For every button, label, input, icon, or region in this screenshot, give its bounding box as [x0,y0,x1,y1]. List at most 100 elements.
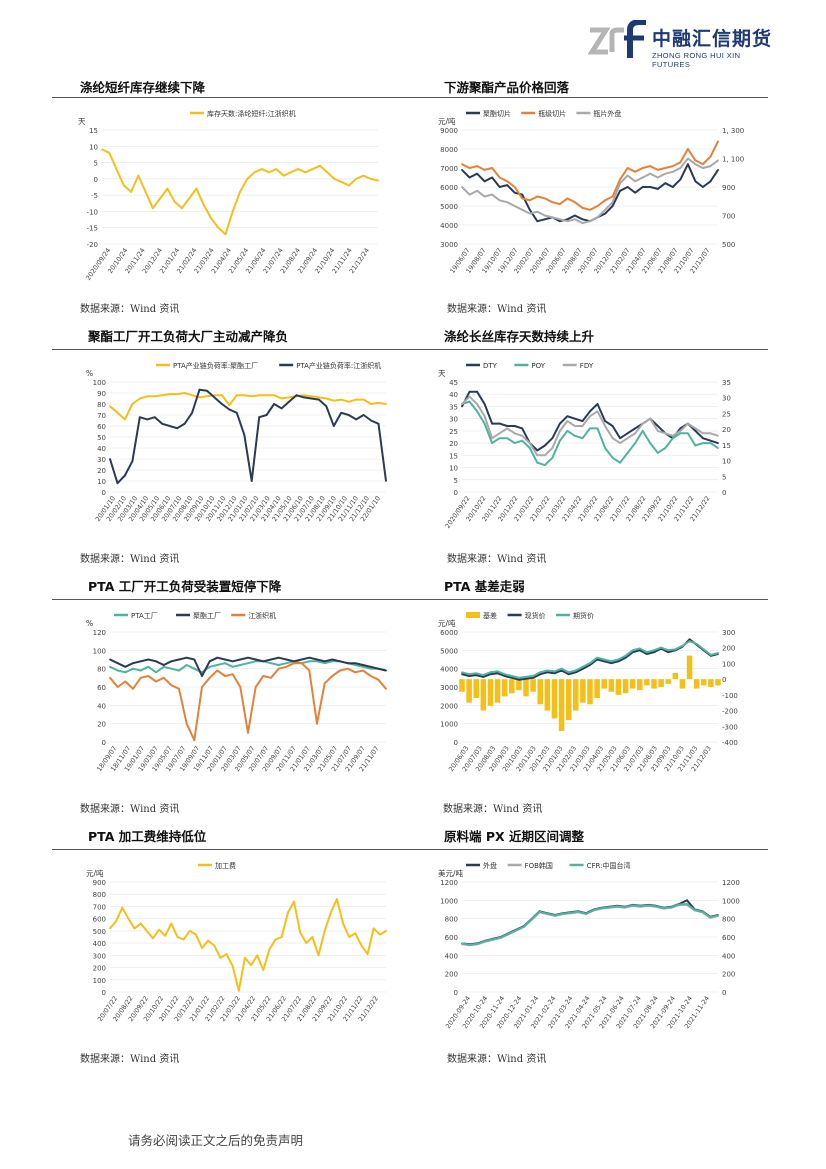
data-point [619,178,622,181]
data-point [191,411,193,414]
data-point [717,442,719,445]
data-point [543,444,546,447]
y-tick-label: 600 [445,934,458,942]
data-point [325,405,328,408]
source-note: 数据来源：Wind 资讯 [80,1054,180,1065]
data-point [496,672,499,675]
axis-unit: % [86,619,93,628]
data-point [124,474,126,477]
data-point [679,429,682,432]
data-point [277,664,280,666]
data-point [183,392,186,394]
y-tick-label: 900 [93,879,106,887]
basis-bar [665,679,671,684]
data-point [543,197,546,200]
data-point [581,218,584,221]
y-tick-label: 20 [97,467,106,475]
y2-tick-label: -200 [722,708,738,716]
data-point [619,437,622,440]
legend-label: PTA产业链负荷率:聚酯工厂 [173,361,258,370]
source-note: 数据来源：Wind 资讯 [80,554,180,565]
data-point [247,656,249,659]
axis-unit: 元/吨 [86,868,104,878]
data-point [216,669,219,672]
data-point [709,432,712,435]
y-tick-label: 9000 [440,127,458,135]
data-point [115,168,118,170]
data-point [702,167,704,169]
data-point [162,676,165,679]
data-point [385,687,387,690]
data-point [603,658,606,661]
y-tick-label: 45 [449,379,458,387]
y2-tick-label: 15 [722,442,731,450]
y2-tick-label: 0 [722,489,726,497]
data-point [528,447,531,449]
data-point [377,402,380,404]
y2-tick-label: 200 [722,971,735,979]
data-point [127,917,130,920]
data-point [528,212,531,215]
basis-bar [509,679,515,694]
data-point [543,454,546,457]
y-tick-label: 400 [445,952,458,960]
basis-bar [693,679,700,689]
data-point [626,167,629,169]
data-point [656,451,659,454]
data-point [198,388,201,391]
basis-bar [672,672,679,680]
data-point [340,411,343,414]
data-point [503,673,506,676]
data-point [521,193,524,196]
y-tick-label: 40 [97,445,106,453]
data-point [468,176,471,179]
data-point [476,390,478,393]
data-point [496,670,499,673]
data-point [285,665,288,668]
series-line [461,640,719,679]
data-point [153,395,156,398]
data-point [709,654,712,656]
data-point [303,394,305,397]
data-point [262,969,265,971]
data-point [702,437,704,440]
axis-unit: % [86,369,93,378]
data-point [649,172,652,175]
data-point [339,669,341,672]
data-point [362,669,364,672]
data-point [492,938,494,941]
data-point [270,658,272,661]
y2-tick-label: 30 [722,395,731,403]
data-point [664,172,667,175]
data-point [277,667,280,670]
legend-label: 加工费 [215,861,236,870]
data-point [354,664,357,666]
data-point [299,931,302,934]
data-point [558,220,561,223]
data-point [461,163,463,166]
data-point [258,394,261,397]
data-point [709,916,712,919]
source-note: 数据来源：Wind 资讯 [443,804,543,815]
data-point [116,686,119,688]
data-point [521,439,524,442]
data-point [483,415,486,418]
chart-svg: 加工费元/吨900800700600500400300200100020/07/… [86,861,387,1023]
data-point [608,906,611,909]
axis-unit: 元/吨 [438,116,456,126]
y2-tick-label: 0 [722,676,726,684]
data-point [653,649,655,652]
series-line [109,898,387,992]
y2-tick-label: -400 [722,739,738,747]
data-point [551,456,554,459]
data-point [558,203,561,205]
data-point [138,397,141,400]
y-tick-label: 25 [449,428,458,436]
data-point [191,394,193,397]
data-point [596,656,599,659]
data-point [239,190,241,193]
y-tick-label: 100 [93,379,106,387]
y-tick-label: 600 [93,916,106,924]
data-point [484,940,487,943]
data-point [693,909,696,911]
